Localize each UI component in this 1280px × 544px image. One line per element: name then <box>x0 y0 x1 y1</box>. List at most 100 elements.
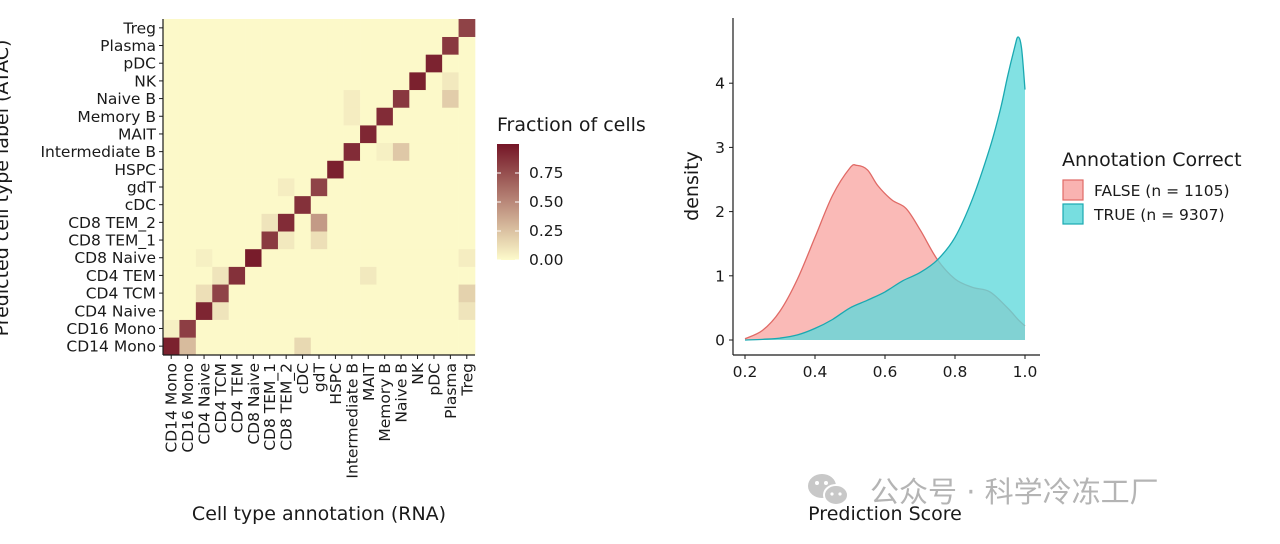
heatmap-cell <box>228 195 246 214</box>
heatmap-cell <box>392 36 410 55</box>
heatmap-cell <box>245 19 262 37</box>
heatmap-cell <box>310 72 328 91</box>
heatmap-cell <box>425 319 443 338</box>
heatmap-cell <box>409 19 427 37</box>
heatmap-cell <box>409 319 427 338</box>
heatmap-x-tick-label: NK <box>409 362 427 385</box>
heatmap-cell <box>458 54 476 73</box>
heatmap-x-tick-label: HSPC <box>327 363 345 405</box>
density-y-tick-label: 1 <box>715 267 725 285</box>
density-y-tick-label: 2 <box>715 203 725 221</box>
heatmap-cell <box>179 248 197 267</box>
heatmap-y-tick-label: CD4 Naive <box>74 302 156 320</box>
density-area-true <box>745 37 1025 340</box>
heatmap-cell <box>277 72 295 91</box>
heatmap-cell <box>294 160 312 179</box>
heatmap-cell <box>343 231 361 250</box>
heatmap-cell <box>360 36 377 55</box>
heatmap-x-tick-label: Plasma <box>442 363 460 419</box>
heatmap-legend: Fraction of cells 0.00 0.25 0.50 0.75 <box>497 114 646 269</box>
heatmap-cell <box>245 54 262 73</box>
heatmap-cell <box>163 213 180 232</box>
heatmap-cell <box>392 337 410 356</box>
heatmap-cell <box>425 213 443 232</box>
heatmap-cell <box>245 301 262 320</box>
heatmap-cell <box>442 231 459 250</box>
heatmap-x-tick-label: CD16 Mono <box>179 363 197 453</box>
heatmap-cell <box>310 266 328 285</box>
heatmap-cell <box>360 248 377 267</box>
heatmap-cell <box>195 89 213 108</box>
heatmap-cell <box>212 125 229 144</box>
heatmap-cell <box>360 142 377 161</box>
heatmap-cell <box>294 36 312 55</box>
heatmap-cell <box>376 284 394 303</box>
heatmap-cell <box>327 284 344 303</box>
heatmap-cell <box>179 319 197 338</box>
heatmap-cell <box>376 89 394 108</box>
heatmap-cell <box>442 72 459 91</box>
heatmap-cell <box>294 213 312 232</box>
heatmap-cell <box>442 19 459 37</box>
heatmap-cell <box>376 213 394 232</box>
heatmap-y-tick-label: HSPC <box>114 161 156 179</box>
heatmap-cell <box>458 284 476 303</box>
heatmap-y-axis-label: Predicted cell type label (ATAC) <box>0 40 13 337</box>
heatmap-cell <box>195 266 213 285</box>
heatmap-cell <box>327 248 344 267</box>
watermark-text: 公众号 · 科学冷冻工厂 <box>870 475 1159 509</box>
heatmap-cell <box>310 107 328 126</box>
heatmap-cell <box>310 319 328 338</box>
heatmap-cell <box>179 284 197 303</box>
colorbar-tick-label: 0.50 <box>529 193 564 211</box>
heatmap-cell <box>343 248 361 267</box>
heatmap-cell <box>360 337 377 356</box>
heatmap-cell <box>228 266 246 285</box>
heatmap-cell <box>212 160 229 179</box>
heatmap-cell <box>245 248 262 267</box>
heatmap-cell <box>425 301 443 320</box>
heatmap-y-tick-label: CD4 TEM <box>86 267 156 285</box>
heatmap-cell <box>425 337 443 356</box>
heatmap-cell <box>245 266 262 285</box>
heatmap-cell <box>343 337 361 356</box>
density-y-tick-label: 4 <box>715 75 725 93</box>
heatmap-cell <box>409 107 427 126</box>
heatmap-cell <box>376 36 394 55</box>
heatmap-cell <box>163 319 180 338</box>
heatmap-cell <box>277 319 295 338</box>
heatmap-x-tick-label: CD4 TCM <box>212 363 230 433</box>
colorbar-tick-label: 0.75 <box>529 164 564 182</box>
heatmap-cell <box>195 72 213 91</box>
heatmap-y-tick-label: NK <box>134 72 157 90</box>
heatmap-cell <box>179 337 197 356</box>
heatmap-cell <box>327 319 344 338</box>
heatmap-cell <box>425 89 443 108</box>
heatmap-cell <box>392 248 410 267</box>
heatmap-cell <box>442 125 459 144</box>
heatmap-cell <box>343 284 361 303</box>
heatmap-x-tick-label: CD4 TEM <box>228 363 246 433</box>
heatmap-cell <box>294 178 312 197</box>
heatmap-cell <box>360 284 377 303</box>
watermark: 公众号 · 科学冷冻工厂 <box>808 474 1159 509</box>
heatmap-cell <box>228 142 246 161</box>
heatmap-cell <box>163 72 180 91</box>
heatmap-cell <box>195 337 213 356</box>
density-x-tick-label: 0.4 <box>803 363 828 381</box>
heatmap-cell <box>392 231 410 250</box>
heatmap-cell <box>343 19 361 37</box>
heatmap-cell <box>277 266 295 285</box>
heatmap-cell <box>360 89 377 108</box>
heatmap-cell <box>425 54 443 73</box>
heatmap-cell <box>212 89 229 108</box>
heatmap-cell <box>327 178 344 197</box>
heatmap-cell <box>376 72 394 91</box>
heatmap-cell <box>163 36 180 55</box>
heatmap-cell <box>360 178 377 197</box>
heatmap-cell <box>310 125 328 144</box>
heatmap-cell <box>310 248 328 267</box>
heatmap-cell <box>458 319 476 338</box>
heatmap-cell <box>261 72 279 91</box>
heatmap-cell <box>392 142 410 161</box>
